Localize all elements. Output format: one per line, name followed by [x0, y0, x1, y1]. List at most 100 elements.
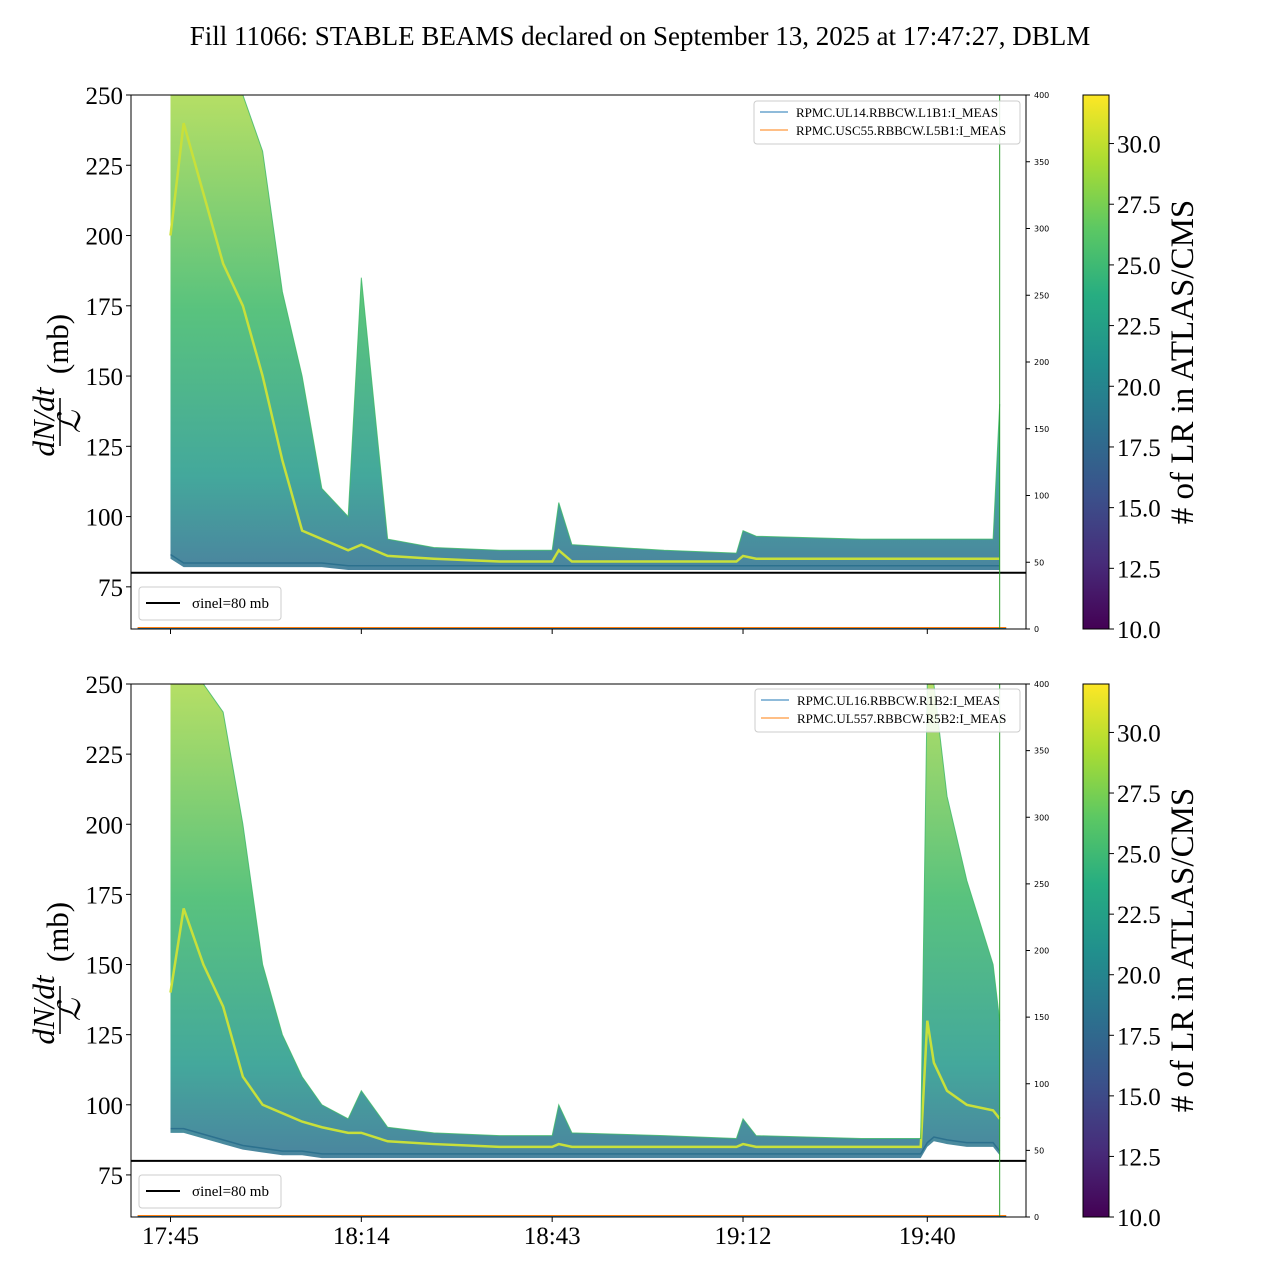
- bottom-colorbar-ticks: 10.0 12.5 15.0 17.5 20.0 22.5 25.0 27.5 30.0: [1109, 720, 1161, 1232]
- top-ytick-label: 150: [86, 364, 124, 391]
- bottom-legend-label-1: RPMC.UL16.RBBCW.R1B2:I_MEAS: [797, 693, 1000, 708]
- top-cbtick-label: 10.0: [1117, 617, 1161, 644]
- bottom-colorbar-label: # of LR in ATLAS/CMS: [1165, 788, 1201, 1113]
- bottom-right-axis: 0 50 100 150 200 250 300 350 400: [1026, 680, 1049, 1222]
- bottom-xtick-label: 17:45: [142, 1223, 199, 1250]
- bottom-ytick-label: 225: [86, 742, 124, 769]
- bottom-cbtick-label: 20.0: [1117, 963, 1161, 990]
- top-cbtick-label: 27.5: [1117, 192, 1161, 219]
- bottom-ytick-label: 200: [86, 812, 124, 839]
- bottom-xtick-label: 18:14: [333, 1223, 390, 1250]
- top-reference-legend: σinel=80 mb: [138, 586, 282, 621]
- bottom-ytick-label: 125: [86, 1023, 124, 1050]
- bottom-y2tick-label: 200: [1034, 947, 1049, 956]
- top-colorbar-gradient: [1082, 94, 1110, 630]
- top-ytick-label: 100: [86, 505, 124, 532]
- top-y-label: dN/dt ℒ (mb): [26, 314, 87, 457]
- top-ytick-label: 125: [86, 434, 124, 461]
- top-y2tick-label: 400: [1034, 91, 1049, 100]
- bottom-trace-mean: [169, 908, 1001, 1149]
- top-ytick-label: 225: [86, 153, 124, 180]
- top-legend-label-1: RPMC.UL14.RBBCW.L1B1:I_MEAS: [796, 105, 998, 120]
- top-cbtick-label: 17.5: [1117, 435, 1161, 462]
- bottom-ytick-label: 250: [86, 672, 124, 699]
- bottom-panel: 75 100 125 150 175 200 225 250 0 50 100 150 200 250 3…: [26, 672, 1049, 1250]
- top-series-legend: RPMC.UL14.RBBCW.L1B1:I_MEAS RPMC.USC55.R…: [753, 100, 1021, 145]
- figure-title: Fill 11066: STABLE BEAMS declared on Sep…: [190, 21, 1091, 51]
- bottom-ytick-label: 100: [86, 1093, 124, 1120]
- top-trace-mean: [169, 122, 1000, 563]
- top-cbtick-label: 25.0: [1117, 253, 1161, 280]
- bottom-y2tick-label: 250: [1034, 880, 1049, 889]
- top-y2tick-label: 350: [1034, 158, 1049, 167]
- top-cbtick-label: 30.0: [1117, 132, 1161, 159]
- top-y-label-unit: (mb): [40, 314, 75, 374]
- bottom-y-label-unit: (mb): [40, 902, 75, 962]
- bottom-series-legend: RPMC.UL16.RBBCW.R1B2:I_MEAS RPMC.UL557.R…: [754, 688, 1021, 733]
- top-y2tick-label: 0: [1034, 625, 1039, 634]
- bottom-reference-legend-label: σinel=80 mb: [192, 1184, 269, 1200]
- bottom-y2tick-label: 150: [1034, 1013, 1049, 1022]
- bottom-plot-content: [131, 684, 1026, 1217]
- top-y2tick-label: 250: [1034, 291, 1049, 300]
- top-trace-low: [170, 553, 1000, 567]
- top-ytick-label: 75: [98, 575, 123, 602]
- top-cbtick-label: 15.0: [1117, 496, 1161, 523]
- bottom-cbtick-label: 25.0: [1117, 842, 1161, 869]
- bottom-y-label-numerator: dN/dt: [26, 974, 61, 1044]
- top-colorbar-ticks: 10.0 12.5 15.0 17.5 20.0 22.5 25.0 27.5 30.0: [1109, 132, 1161, 644]
- top-right-axis: 0 50 100 150 200 250 300 350 400: [1026, 91, 1049, 634]
- bottom-y2tick-label: 350: [1034, 747, 1049, 756]
- bottom-x-axis: 17:45 18:14 18:43 19:12 19:40: [142, 1217, 956, 1250]
- top-y2tick-label: 300: [1034, 225, 1049, 234]
- top-trace-envelope: [170, 95, 1000, 570]
- bottom-trace-high: [170, 684, 1001, 1139]
- top-plot-content: [131, 95, 1026, 629]
- bottom-colorbar-gradient: [1082, 683, 1110, 1218]
- bottom-y-label: dN/dt ℒ (mb): [26, 902, 87, 1045]
- bottom-cbtick-label: 22.5: [1117, 902, 1161, 929]
- top-y-axis: 75 100 125 150 175 200 225 250: [86, 83, 131, 602]
- top-ytick-label: 175: [86, 294, 124, 321]
- bottom-y-label-denominator: ℒ: [52, 998, 87, 1021]
- bottom-y-axis: 75 100 125 150 175 200 225 250: [86, 672, 131, 1190]
- top-legend-label-2: RPMC.USC55.RBBCW.L5B1:I_MEAS: [796, 123, 1006, 138]
- top-trace-high: [170, 95, 1001, 554]
- bottom-xtick-label: 19:12: [715, 1223, 772, 1250]
- top-y-label-numerator: dN/dt: [26, 386, 61, 456]
- bottom-xtick-label: 19:40: [899, 1223, 956, 1250]
- bottom-colorbar: 10.0 12.5 15.0 17.5 20.0 22.5 25.0 27.5 30.0 # o…: [1082, 683, 1201, 1232]
- bottom-xtick-label: 18:43: [524, 1223, 581, 1250]
- top-y-label-denominator: ℒ: [52, 410, 87, 433]
- bottom-trace-low: [170, 1127, 1001, 1155]
- top-x-axis: [169, 629, 928, 634]
- bottom-reference-legend: σinel=80 mb: [138, 1174, 282, 1209]
- top-colorbar: 10.0 12.5 15.0 17.5 20.0 22.5 25.0 27.5 30.0 # o…: [1082, 94, 1201, 644]
- bottom-y2tick-label: 400: [1034, 680, 1049, 689]
- bottom-cbtick-label: 12.5: [1117, 1144, 1161, 1171]
- bottom-legend-label-2: RPMC.UL557.RBBCW.R5B2:I_MEAS: [797, 711, 1006, 726]
- bottom-ytick-label: 175: [86, 882, 124, 909]
- top-y2tick-label: 100: [1034, 492, 1049, 501]
- top-y2tick-label: 200: [1034, 358, 1049, 367]
- top-y2tick-label: 150: [1034, 425, 1049, 434]
- top-cbtick-label: 12.5: [1117, 556, 1161, 583]
- top-reference-legend-label: σinel=80 mb: [192, 596, 269, 612]
- top-ytick-label: 200: [86, 224, 124, 251]
- bottom-cbtick-label: 27.5: [1117, 781, 1161, 808]
- bottom-y2tick-label: 50: [1034, 1146, 1044, 1155]
- bottom-y2tick-label: 300: [1034, 813, 1049, 822]
- bottom-cbtick-label: 10.0: [1117, 1205, 1161, 1232]
- bottom-cbtick-label: 17.5: [1117, 1023, 1161, 1050]
- bottom-y2tick-label: 0: [1034, 1213, 1039, 1222]
- bottom-ytick-label: 75: [98, 1163, 123, 1190]
- top-cbtick-label: 20.0: [1117, 374, 1161, 401]
- bottom-cbtick-label: 15.0: [1117, 1084, 1161, 1111]
- top-cbtick-label: 22.5: [1117, 314, 1161, 341]
- bottom-ytick-label: 150: [86, 953, 124, 980]
- bottom-trace-envelope: [170, 684, 1000, 1159]
- top-y2tick-label: 50: [1034, 558, 1044, 567]
- top-colorbar-label: # of LR in ATLAS/CMS: [1165, 200, 1201, 525]
- bottom-y2tick-label: 100: [1034, 1080, 1049, 1089]
